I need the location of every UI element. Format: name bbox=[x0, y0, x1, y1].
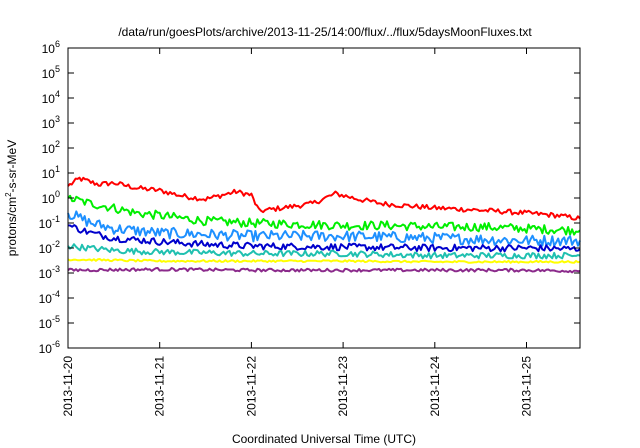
y-axis: 10610510410310210110010-110-210-310-410-… bbox=[39, 39, 580, 356]
y-tick-label: 104 bbox=[42, 89, 60, 106]
y-tick-label: 10-1 bbox=[39, 214, 60, 231]
y-tick-exponent: 3 bbox=[55, 114, 60, 124]
y-tick-label: 105 bbox=[42, 64, 60, 81]
series-line-7 bbox=[67, 267, 581, 274]
y-tick-label: 100 bbox=[42, 189, 60, 206]
series-line-3 bbox=[67, 210, 581, 247]
y-tick-label: 102 bbox=[42, 139, 60, 156]
x-tick-label: 2013-11-21 bbox=[153, 356, 167, 417]
y-tick-base: 10 bbox=[39, 317, 53, 331]
x-tick-label: 2013-11-23 bbox=[336, 356, 350, 417]
chart-title: /data/run/goesPlots/archive/2013-11-25/1… bbox=[118, 25, 532, 39]
x-tick-label: 2013-11-20 bbox=[61, 356, 75, 417]
y-tick-label: 10-4 bbox=[39, 289, 60, 306]
y-tick-label: 106 bbox=[42, 39, 60, 56]
y-tick-label: 10-2 bbox=[39, 239, 60, 256]
y-tick-label: 10-3 bbox=[39, 264, 60, 281]
y-tick-base: 10 bbox=[42, 117, 56, 131]
y-tick-exponent: 6 bbox=[55, 39, 60, 49]
y-tick-exponent: 5 bbox=[55, 64, 60, 74]
y-tick-exponent: -4 bbox=[52, 289, 60, 299]
y-tick-base: 10 bbox=[39, 292, 53, 306]
series-line-5 bbox=[67, 243, 581, 260]
series-line-2 bbox=[67, 194, 581, 236]
y-axis-label: protons/cm2-s-sr-MeV bbox=[4, 140, 19, 256]
y-tick-base: 10 bbox=[39, 217, 53, 231]
y-tick-base: 10 bbox=[39, 242, 53, 256]
y-tick-exponent: 4 bbox=[55, 89, 60, 99]
y-tick-exponent: -1 bbox=[52, 214, 60, 224]
y-tick-exponent: 1 bbox=[55, 164, 60, 174]
y-tick-base: 10 bbox=[42, 67, 56, 81]
y-tick-base: 10 bbox=[42, 92, 56, 106]
y-tick-base: 10 bbox=[42, 42, 56, 56]
x-tick-label: 2013-11-25 bbox=[520, 356, 534, 417]
y-tick-exponent: 0 bbox=[55, 189, 60, 199]
y-tick-base: 10 bbox=[42, 167, 56, 181]
x-tick-label: 2013-11-24 bbox=[428, 356, 442, 417]
series-line-4 bbox=[67, 224, 581, 253]
y-tick-base: 10 bbox=[42, 142, 56, 156]
y-tick-base: 10 bbox=[39, 342, 53, 356]
y-tick-base: 10 bbox=[42, 192, 56, 206]
series-layer bbox=[67, 176, 581, 274]
y-tick-base: 10 bbox=[39, 267, 53, 281]
y-tick-exponent: -5 bbox=[52, 314, 60, 324]
x-axis: 2013-11-20 2013-11-21 2013-11-22 2013-11-23… bbox=[61, 48, 534, 417]
y-tick-exponent: -2 bbox=[52, 239, 60, 249]
y-tick-label: 10-6 bbox=[39, 339, 60, 356]
series-line-1 bbox=[67, 176, 581, 221]
y-tick-exponent: -3 bbox=[52, 264, 60, 274]
y-label-rest: -s-sr-MeV bbox=[5, 140, 19, 193]
x-axis-label: Coordinated Universal Time (UTC) bbox=[232, 432, 416, 446]
y-tick-label: 10-5 bbox=[39, 314, 60, 331]
x-tick-label: 2013-11-22 bbox=[244, 356, 258, 417]
y-label-superscript: 2 bbox=[4, 192, 13, 197]
series-line-6 bbox=[67, 258, 581, 264]
y-tick-exponent: 2 bbox=[55, 139, 60, 149]
y-tick-exponent: -6 bbox=[52, 339, 60, 349]
y-tick-label: 101 bbox=[42, 164, 60, 181]
y-tick-label: 103 bbox=[42, 114, 60, 131]
